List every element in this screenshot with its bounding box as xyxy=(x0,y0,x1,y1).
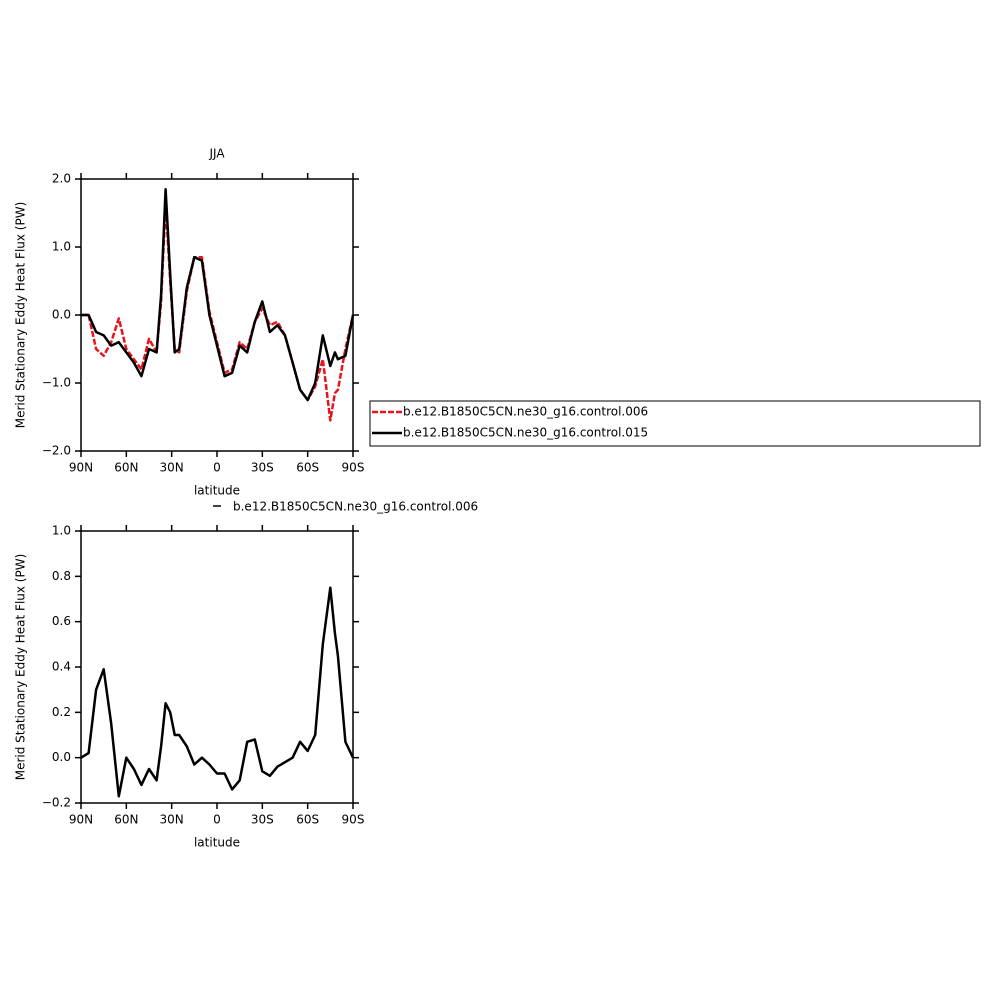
y-tick-label: −1.0 xyxy=(42,376,71,390)
legend-box xyxy=(369,400,981,447)
y-axis-label: Merid Stationary Eddy Heat Flux (PW) xyxy=(14,554,28,781)
plot-frame xyxy=(80,530,354,804)
y-tick-label: −2.0 xyxy=(42,444,71,458)
x-tick-label: 0 xyxy=(213,461,221,475)
x-axis-label: latitude xyxy=(194,484,240,498)
y-tick-label: 0.2 xyxy=(52,705,71,719)
x-tick-label: 30N xyxy=(160,813,184,827)
y-tick-label: 0.0 xyxy=(52,308,71,322)
y-axis-label: Merid Stationary Eddy Heat Flux (PW) xyxy=(14,202,28,429)
y-tick-label: 0.8 xyxy=(52,569,71,583)
x-tick-label: 60S xyxy=(296,461,319,475)
x-tick-label: 60N xyxy=(114,813,138,827)
chart-title: JJA xyxy=(208,147,225,161)
y-tick-label: −0.2 xyxy=(42,796,71,810)
series-line xyxy=(80,586,355,798)
series-line xyxy=(81,187,355,402)
x-tick-label: 90N xyxy=(69,461,93,475)
x-tick-label: 30N xyxy=(160,461,184,475)
x-tick-label: 60N xyxy=(114,461,138,475)
x-axis-label: latitude xyxy=(194,836,240,850)
x-tick-label: 30S xyxy=(251,461,274,475)
x-tick-label: 60S xyxy=(296,813,319,827)
y-tick-label: 1.0 xyxy=(52,524,71,538)
y-tick-label: 1.0 xyxy=(52,240,71,254)
x-tick-label: 90N xyxy=(69,813,93,827)
x-tick-label: 30S xyxy=(251,813,274,827)
y-tick-label: 0.6 xyxy=(52,614,71,628)
y-tick-label: 0.4 xyxy=(52,660,71,674)
legend-label: b.e12.B1850C5CN.ne30_g16.control.006 xyxy=(403,405,648,419)
x-tick-label: 0 xyxy=(213,813,221,827)
plot-frame xyxy=(80,178,354,452)
x-tick-label: 90S xyxy=(342,461,365,475)
y-tick-label: 0.0 xyxy=(52,750,71,764)
legend-label: b.e12.B1850C5CN.ne30_g16.control.015 xyxy=(403,426,648,440)
x-tick-label: 90S xyxy=(342,813,365,827)
y-tick-label: 2.0 xyxy=(52,172,71,186)
chart-title: b.e12.B1850C5CN.ne30_g16.control.006 xyxy=(233,500,478,514)
